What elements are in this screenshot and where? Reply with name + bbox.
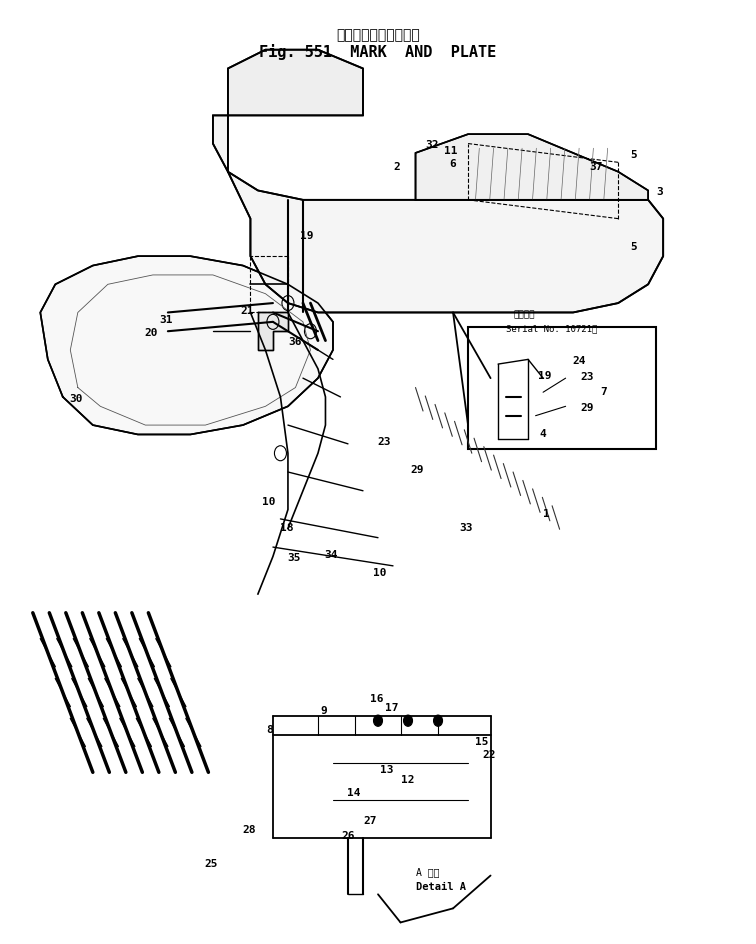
Text: 19: 19	[538, 371, 551, 381]
Text: 17: 17	[385, 703, 398, 714]
Text: 34: 34	[325, 549, 338, 560]
Text: 22: 22	[482, 750, 496, 761]
Text: A 詳細: A 詳細	[416, 868, 439, 878]
Text: 9: 9	[321, 706, 327, 716]
Text: 24: 24	[572, 356, 586, 366]
Polygon shape	[40, 256, 333, 434]
Text: 2: 2	[393, 162, 400, 172]
Text: 25: 25	[205, 859, 218, 869]
Text: 1: 1	[544, 509, 550, 519]
Text: 8: 8	[266, 725, 273, 735]
Text: 36: 36	[289, 338, 302, 347]
Text: 28: 28	[242, 825, 256, 835]
Text: 26: 26	[341, 831, 355, 841]
Text: 19: 19	[300, 230, 314, 241]
Text: 13: 13	[380, 766, 394, 775]
Circle shape	[404, 715, 413, 726]
Text: 14: 14	[347, 788, 361, 798]
Circle shape	[433, 715, 442, 726]
Text: 16: 16	[370, 694, 383, 704]
Text: 23: 23	[581, 372, 594, 382]
Text: 27: 27	[364, 817, 377, 826]
Polygon shape	[416, 134, 648, 200]
Text: 18: 18	[280, 523, 293, 533]
Text: 29: 29	[411, 465, 424, 475]
Text: 21: 21	[240, 306, 253, 315]
Text: 23: 23	[377, 437, 391, 447]
Text: 32: 32	[426, 141, 438, 150]
Text: 30: 30	[70, 394, 83, 404]
Text: 37: 37	[589, 162, 603, 172]
Text: 7: 7	[600, 387, 606, 397]
Text: Serial No. 10721～: Serial No. 10721～	[506, 324, 597, 333]
Text: Fig. 551  MARK  AND  PLATE: Fig. 551 MARK AND PLATE	[259, 43, 497, 59]
Text: 12: 12	[401, 775, 415, 784]
Circle shape	[373, 715, 383, 726]
Text: 20: 20	[144, 329, 158, 338]
Polygon shape	[258, 312, 288, 350]
Text: 33: 33	[460, 523, 473, 533]
Text: 35: 35	[287, 553, 301, 564]
Text: 5: 5	[630, 242, 637, 252]
Text: Detail A: Detail A	[416, 882, 466, 891]
Text: 5: 5	[630, 150, 637, 160]
Text: 3: 3	[656, 187, 663, 197]
Text: 15: 15	[475, 737, 488, 748]
Text: 11: 11	[444, 146, 457, 156]
Polygon shape	[213, 115, 663, 312]
Text: 29: 29	[581, 403, 594, 413]
Text: 4: 4	[540, 430, 547, 440]
Bar	[468, 327, 655, 448]
Text: 適用号機: 適用号機	[513, 311, 534, 319]
Text: 10: 10	[373, 568, 386, 579]
Text: 31: 31	[160, 315, 173, 325]
Text: 10: 10	[262, 497, 276, 507]
Polygon shape	[228, 50, 363, 115]
Text: 6: 6	[450, 160, 457, 169]
Text: マークおよびプレート: マークおよびプレート	[336, 28, 420, 42]
